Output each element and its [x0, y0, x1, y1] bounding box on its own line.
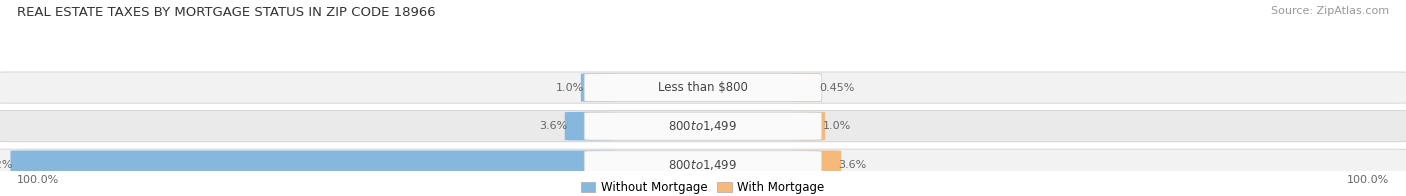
Text: 100.0%: 100.0% [1347, 175, 1389, 185]
Legend: Without Mortgage, With Mortgage: Without Mortgage, With Mortgage [576, 176, 830, 196]
FancyBboxPatch shape [565, 112, 614, 140]
Text: 0.45%: 0.45% [818, 83, 855, 93]
Text: 3.6%: 3.6% [838, 160, 866, 170]
FancyBboxPatch shape [585, 151, 821, 179]
FancyBboxPatch shape [581, 73, 614, 102]
FancyBboxPatch shape [0, 149, 1406, 180]
FancyBboxPatch shape [585, 74, 821, 102]
Text: REAL ESTATE TAXES BY MORTGAGE STATUS IN ZIP CODE 18966: REAL ESTATE TAXES BY MORTGAGE STATUS IN … [17, 6, 436, 19]
Text: 1.0%: 1.0% [555, 83, 583, 93]
FancyBboxPatch shape [790, 151, 841, 179]
FancyBboxPatch shape [10, 151, 616, 179]
Text: $800 to $1,499: $800 to $1,499 [668, 119, 738, 133]
Text: 93.2%: 93.2% [0, 160, 13, 170]
Text: 100.0%: 100.0% [17, 175, 59, 185]
FancyBboxPatch shape [0, 72, 1406, 103]
Text: 3.6%: 3.6% [540, 121, 568, 131]
Text: $800 to $1,499: $800 to $1,499 [668, 158, 738, 172]
Text: Source: ZipAtlas.com: Source: ZipAtlas.com [1271, 6, 1389, 16]
FancyBboxPatch shape [790, 73, 821, 102]
FancyBboxPatch shape [790, 112, 825, 140]
Text: Less than $800: Less than $800 [658, 81, 748, 94]
FancyBboxPatch shape [585, 112, 821, 140]
Text: 1.0%: 1.0% [823, 121, 851, 131]
FancyBboxPatch shape [0, 111, 1406, 142]
